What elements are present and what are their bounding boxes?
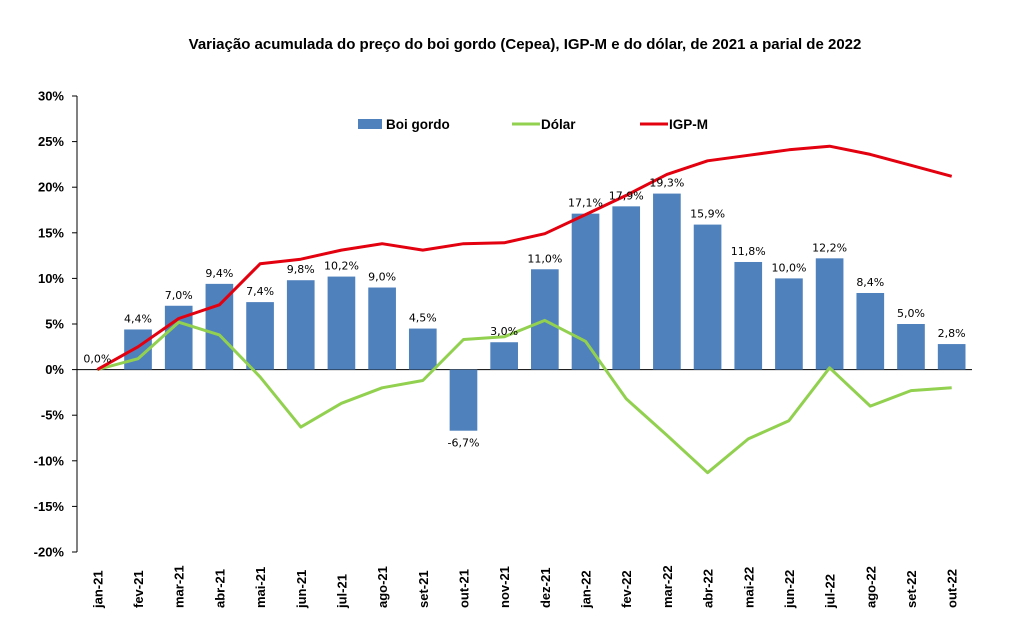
chart-title: Variação acumulada do preço do boi gordo… xyxy=(188,36,862,53)
y-tick-label: 10% xyxy=(38,271,64,286)
bar-mai-21 xyxy=(246,302,274,370)
x-tick-label: jul-22 xyxy=(823,574,838,609)
data-label: 15,9% xyxy=(690,208,725,221)
bar-ago-22 xyxy=(856,292,885,370)
line-series xyxy=(96,144,953,475)
data-label: 7,0% xyxy=(165,289,193,302)
data-label: 19,3% xyxy=(649,177,684,190)
tick-labels: 30% 25% 20% 15% 10% 5% 0% -5% -10% -15% -20% jan-21… xyxy=(34,89,960,610)
bar-mai-22 xyxy=(734,261,763,370)
x-tick-label: ago-22 xyxy=(863,566,878,608)
x-tick-label: dez-21 xyxy=(538,568,553,608)
line-igp-m xyxy=(96,144,953,371)
x-tick-label: abr-21 xyxy=(212,569,227,608)
x-tick-label: mai-21 xyxy=(253,567,268,608)
legend: Boi gordo Dólar IGP-M xyxy=(358,117,708,132)
line-d-lar xyxy=(96,318,952,475)
x-tick-label: mai-22 xyxy=(741,567,756,608)
y-tick-label: -20% xyxy=(34,545,65,560)
bar-abr-22 xyxy=(693,224,722,370)
x-tick-label: mar-21 xyxy=(172,565,187,608)
data-label: -6,7% xyxy=(448,437,480,450)
x-tick-label: fev-22 xyxy=(619,570,634,608)
bar-ago-21 xyxy=(368,287,396,370)
y-tick-label: -15% xyxy=(34,499,65,514)
x-tick-label: out-21 xyxy=(456,569,471,608)
data-label: 0,0% xyxy=(83,353,111,366)
data-label: 17,1% xyxy=(568,197,603,210)
x-tick-label: set-21 xyxy=(416,570,431,608)
y-tick-label: 30% xyxy=(38,89,64,104)
x-tick-label: jan-22 xyxy=(579,570,594,609)
x-tick-label: out-22 xyxy=(945,569,960,608)
x-tick-label: abr-22 xyxy=(701,569,716,608)
data-label: 10,2% xyxy=(324,260,359,273)
data-label: 12,2% xyxy=(812,241,847,254)
bar-mar-22 xyxy=(653,193,681,370)
x-tick-label: jun-21 xyxy=(294,570,309,609)
data-label: 2,8% xyxy=(938,327,966,340)
y-tick-label: 20% xyxy=(38,180,64,195)
bar-fev-22 xyxy=(612,206,641,370)
x-tick-label: jun-22 xyxy=(782,570,797,609)
data-label: 10,0% xyxy=(771,261,806,274)
data-label: 11,0% xyxy=(527,252,562,265)
x-tick-label: mar-22 xyxy=(660,565,675,608)
x-tick-label: jul-21 xyxy=(334,574,349,609)
x-tick-label: set-22 xyxy=(904,570,919,608)
bar-out-22 xyxy=(937,344,966,370)
legend-label-igp-m: IGP-M xyxy=(669,117,708,132)
data-labels: 0,0% 4,4% 7,0% 9,4% 7,4% 9,8% 10,2% 9,0% 4,5% -6,… xyxy=(83,177,965,450)
bar-jan-22 xyxy=(571,213,600,370)
bar-set-22 xyxy=(897,324,925,370)
data-label: 8,4% xyxy=(856,276,884,289)
data-label: 5,0% xyxy=(897,307,925,320)
data-label: 4,5% xyxy=(409,312,437,325)
legend-swatch-boi-gordo xyxy=(358,119,382,129)
x-tick-label: ago-21 xyxy=(375,566,390,608)
x-tick-label: fev-21 xyxy=(131,570,146,608)
legend-label-dolar: Dólar xyxy=(541,117,576,132)
y-tick-label: -5% xyxy=(41,408,65,423)
y-tick-label: 15% xyxy=(38,225,64,240)
bar-abr-21 xyxy=(205,283,234,370)
x-tick-label: nov-21 xyxy=(497,566,512,608)
legend-label-boi-gordo: Boi gordo xyxy=(386,117,450,132)
data-label: 11,8% xyxy=(731,245,766,258)
data-label: 17,9% xyxy=(609,189,644,202)
bar-series-boi-gordo xyxy=(124,193,966,431)
x-tick-label: jan-21 xyxy=(90,570,105,609)
bar-jun-21 xyxy=(286,280,315,370)
data-label: 9,4% xyxy=(205,267,233,280)
data-label: 7,4% xyxy=(246,285,274,298)
y-tick-label: 25% xyxy=(38,134,64,149)
bar-set-21 xyxy=(408,328,437,370)
y-tick-label: 5% xyxy=(45,317,64,332)
bar-nov-21 xyxy=(490,342,518,370)
data-label: 9,0% xyxy=(368,271,396,284)
y-tick-label: -10% xyxy=(34,453,65,468)
bar-out-21 xyxy=(449,369,478,431)
bar-jul-21 xyxy=(327,276,356,370)
bar-jul-22 xyxy=(815,258,844,370)
data-label: 9,8% xyxy=(287,263,315,276)
data-label: 4,4% xyxy=(124,312,152,325)
bar-jun-22 xyxy=(775,278,803,370)
y-tick-label: 0% xyxy=(45,362,64,377)
data-label: 3,0% xyxy=(490,325,518,338)
